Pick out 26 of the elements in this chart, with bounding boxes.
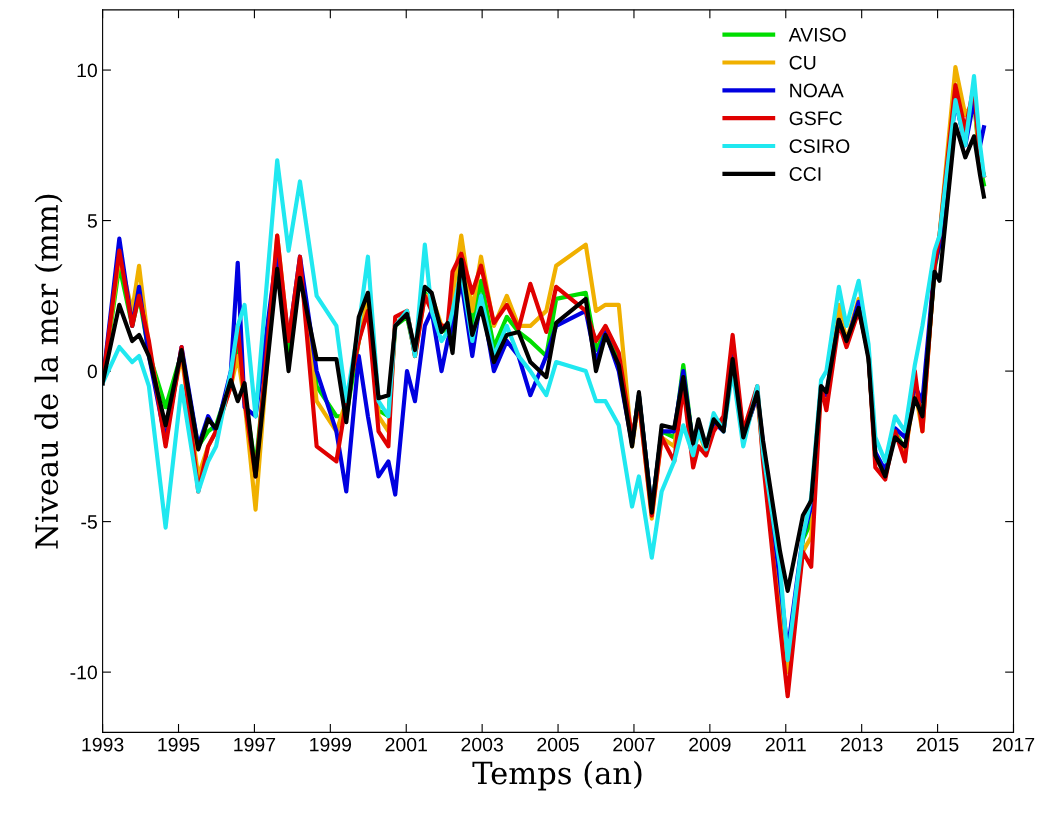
y-tick-label: -10 bbox=[70, 665, 97, 680]
x-tick-label: 2005 bbox=[537, 737, 579, 752]
legend-label: AVISO bbox=[788, 27, 846, 42]
legend-label: NOAA bbox=[790, 83, 844, 98]
legend-label: CSIRO bbox=[789, 139, 850, 154]
y-tick-label: -5 bbox=[81, 515, 97, 529]
legend-label: CU bbox=[789, 55, 816, 70]
x-tick-label: 2007 bbox=[613, 737, 655, 752]
legend-label: CCI bbox=[789, 167, 821, 181]
x-tick-label: 2013 bbox=[841, 737, 883, 752]
x-axis-title: Temps (an) bbox=[472, 760, 642, 791]
legend-label: GSFC bbox=[789, 111, 842, 126]
y-axis-title: Niveau de la mer (mm) bbox=[34, 194, 63, 549]
y-tick-label: 10 bbox=[77, 63, 97, 78]
y-tick-label: 5 bbox=[87, 214, 97, 228]
x-tick-label: 1995 bbox=[158, 737, 200, 752]
x-tick-label: 1997 bbox=[234, 737, 276, 752]
x-tick-label: 2003 bbox=[461, 737, 503, 752]
x-tick-label: 1999 bbox=[310, 737, 352, 752]
y-tick-label: 0 bbox=[87, 364, 97, 379]
x-tick-label: 1993 bbox=[82, 737, 124, 752]
x-tick-label: 2009 bbox=[689, 737, 731, 752]
x-tick-label: 2015 bbox=[916, 737, 959, 752]
x-tick-label: 2001 bbox=[385, 737, 427, 752]
x-tick-label: 2011 bbox=[765, 737, 806, 752]
x-tick-label: 2017 bbox=[992, 737, 1035, 752]
